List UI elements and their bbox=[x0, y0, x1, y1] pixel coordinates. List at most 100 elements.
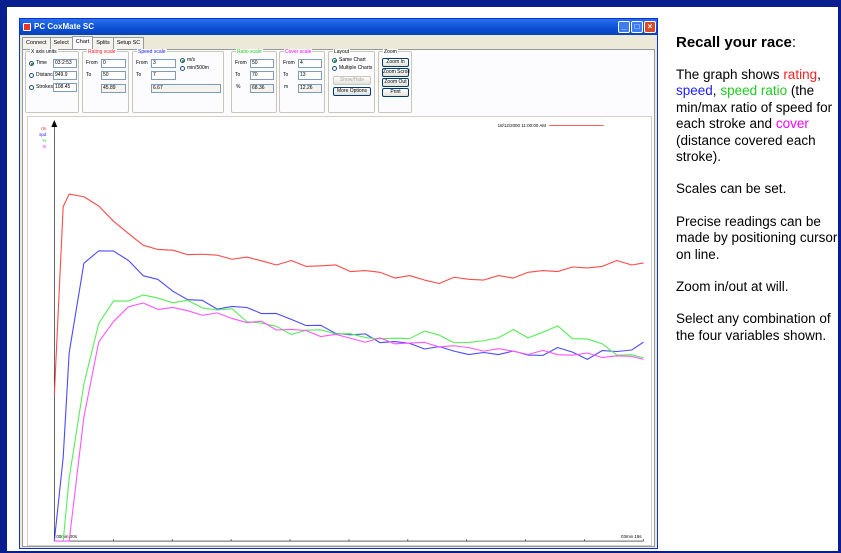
title-text: Recall your race bbox=[676, 34, 792, 51]
cover-from-label: From bbox=[283, 60, 295, 66]
slide-frame-bottom bbox=[0, 551, 841, 553]
word-speed-ratio: speed ratio bbox=[720, 83, 788, 99]
tab-splits[interactable]: Splits bbox=[92, 37, 114, 49]
window-title: PC CoxMate SC bbox=[34, 22, 95, 31]
slide-frame-top bbox=[0, 0, 841, 7]
x-axis-units-group: X axis units Time 03:2:53 Distance 949.9… bbox=[25, 49, 79, 113]
paragraph-zoom: Zoom in/out at will. bbox=[676, 279, 789, 295]
rating-to-label: To bbox=[86, 72, 92, 78]
strokes-radio[interactable] bbox=[29, 85, 34, 90]
legend-speed: spd bbox=[39, 132, 47, 137]
paragraph-readings: Precise readings can be made by position… bbox=[676, 213, 838, 262]
speed-ms-label: m/s bbox=[187, 57, 196, 63]
ratio-scale-label: Ratio scale bbox=[236, 49, 263, 55]
print-button[interactable]: Print bbox=[382, 88, 409, 97]
explanation-title: Recall your race: bbox=[676, 34, 838, 51]
tab-setup-sc[interactable]: Setup SC bbox=[112, 37, 145, 49]
explanation-panel: Recall your race: The graph shows rating… bbox=[676, 34, 838, 344]
speed-scale-label: Speed scale bbox=[137, 49, 167, 55]
tab-chart[interactable]: Chart bbox=[71, 36, 94, 49]
title-bar[interactable]: PC CoxMate SC _ □ × bbox=[20, 19, 657, 35]
x-start-label: 00min 00s bbox=[56, 534, 77, 539]
paragraph-scales: Scales can be set. bbox=[676, 181, 787, 197]
app-window: PC CoxMate SC _ □ × Connect Select Chart… bbox=[19, 18, 658, 549]
zoom-out-button[interactable]: Zoom Out bbox=[382, 78, 409, 87]
x-end-label: 03min 19s bbox=[621, 534, 642, 539]
rating-to-input[interactable]: 50 bbox=[101, 71, 126, 80]
paragraph-graph-shows: The graph shows rating, speed, speed rat… bbox=[676, 67, 838, 165]
ratio-scale-group: Ratio scale From 50 To 70 % 68.36 bbox=[231, 49, 277, 113]
strokes-option-label: Strokes bbox=[36, 84, 53, 90]
slide-frame-left bbox=[0, 0, 7, 553]
cover-scale-label: Cover scale bbox=[284, 49, 313, 55]
legend-cover: m bbox=[43, 144, 47, 149]
distance-value: 949.9 bbox=[53, 71, 77, 80]
zoom-scroll-button[interactable]: Zoom Scroll bbox=[382, 68, 410, 77]
time-value: 03:2:53 bbox=[53, 59, 77, 68]
p1-text-d: (the min/max ratio of speed for each str… bbox=[676, 83, 833, 132]
rating-readout: 45.89 bbox=[101, 84, 126, 93]
race-chart[interactable]: rtn spd % m 18/12/2000 11:00:00 AM 00min… bbox=[27, 116, 652, 546]
minimize-button[interactable]: _ bbox=[618, 21, 630, 33]
speed-min500-radio[interactable] bbox=[180, 66, 185, 71]
speed-from-label: From bbox=[136, 60, 148, 66]
speed-to-label: To bbox=[136, 72, 142, 78]
tab-select[interactable]: Select bbox=[49, 37, 73, 49]
strokes-value: 108.45 bbox=[53, 83, 77, 92]
tab-strip: Connect Select Chart Splits Setup SC bbox=[22, 36, 145, 49]
series-line-ratio[interactable] bbox=[54, 294, 644, 542]
layout-group: Layout Same Chart Multiple Charts Show/H… bbox=[328, 49, 375, 113]
rating-scale-group: Rating scale From 0 To 50 45.89 bbox=[82, 49, 129, 113]
speed-readout: 6.67 bbox=[151, 84, 221, 93]
x-axis-units-label: X axis units bbox=[30, 49, 58, 55]
x-axis-ticks bbox=[54, 539, 644, 542]
rating-from-input[interactable]: 0 bbox=[101, 59, 126, 68]
word-speed: speed bbox=[676, 83, 713, 99]
ratio-percent-label: % bbox=[236, 84, 241, 90]
ratio-to-input[interactable]: 70 bbox=[250, 71, 274, 80]
series-layer bbox=[53, 193, 644, 542]
paragraph-select: Select any combination of the four varia… bbox=[676, 311, 831, 343]
ratio-from-input[interactable]: 50 bbox=[250, 59, 274, 68]
distance-option-label: Distance bbox=[36, 72, 56, 78]
same-chart-label: Same Chart bbox=[339, 57, 366, 63]
series-line-cover[interactable] bbox=[54, 302, 644, 542]
ratio-to-label: To bbox=[235, 72, 241, 78]
multiple-charts-radio[interactable] bbox=[332, 66, 337, 71]
p1-text-a: The graph shows bbox=[676, 67, 784, 82]
app-icon bbox=[23, 23, 31, 31]
word-rating: rating bbox=[783, 67, 818, 82]
word-cover: cover bbox=[775, 116, 809, 132]
cover-readout: 12.26 bbox=[298, 84, 322, 93]
maximize-button[interactable]: □ bbox=[631, 21, 643, 33]
speed-from-input[interactable]: 3 bbox=[151, 59, 176, 68]
series-line-rating[interactable] bbox=[53, 193, 644, 395]
multiple-charts-label: Multiple Charts bbox=[339, 65, 373, 71]
legend-rating: rtn bbox=[41, 126, 47, 131]
chart-tab-panel: X axis units Time 03:2:53 Distance 949.9… bbox=[22, 49, 655, 547]
layout-label: Layout bbox=[333, 49, 351, 55]
zoom-label: Zoom bbox=[383, 49, 398, 55]
zoom-in-button[interactable]: Zoom In bbox=[382, 58, 409, 67]
speed-to-input[interactable]: 7 bbox=[151, 71, 176, 80]
p1-text-e: (distance covered each stroke). bbox=[676, 132, 816, 165]
more-options-button[interactable]: More Options bbox=[333, 87, 371, 96]
cover-m-label: m bbox=[284, 84, 289, 90]
tab-connect[interactable]: Connect bbox=[22, 37, 51, 49]
ratio-readout: 68.36 bbox=[250, 84, 274, 93]
cover-scale-group: Cover scale From 4 To 13 m 12.26 bbox=[279, 49, 325, 113]
cover-to-input[interactable]: 13 bbox=[298, 71, 322, 80]
same-chart-radio[interactable] bbox=[332, 58, 337, 63]
speed-ms-radio[interactable] bbox=[180, 58, 185, 63]
rating-from-label: From bbox=[86, 60, 98, 66]
series-line-speed[interactable] bbox=[53, 250, 644, 542]
speed-min500-label: min/500m bbox=[187, 65, 209, 71]
close-button[interactable]: × bbox=[644, 21, 656, 33]
time-radio[interactable] bbox=[29, 61, 34, 66]
slide-frame-right bbox=[838, 0, 841, 553]
legend-ratio: % bbox=[42, 138, 46, 143]
show-hide-button[interactable]: Show/Hide bbox=[333, 76, 371, 85]
distance-radio[interactable] bbox=[29, 73, 34, 78]
title-colon: : bbox=[791, 34, 797, 51]
cover-from-input[interactable]: 4 bbox=[298, 59, 322, 68]
